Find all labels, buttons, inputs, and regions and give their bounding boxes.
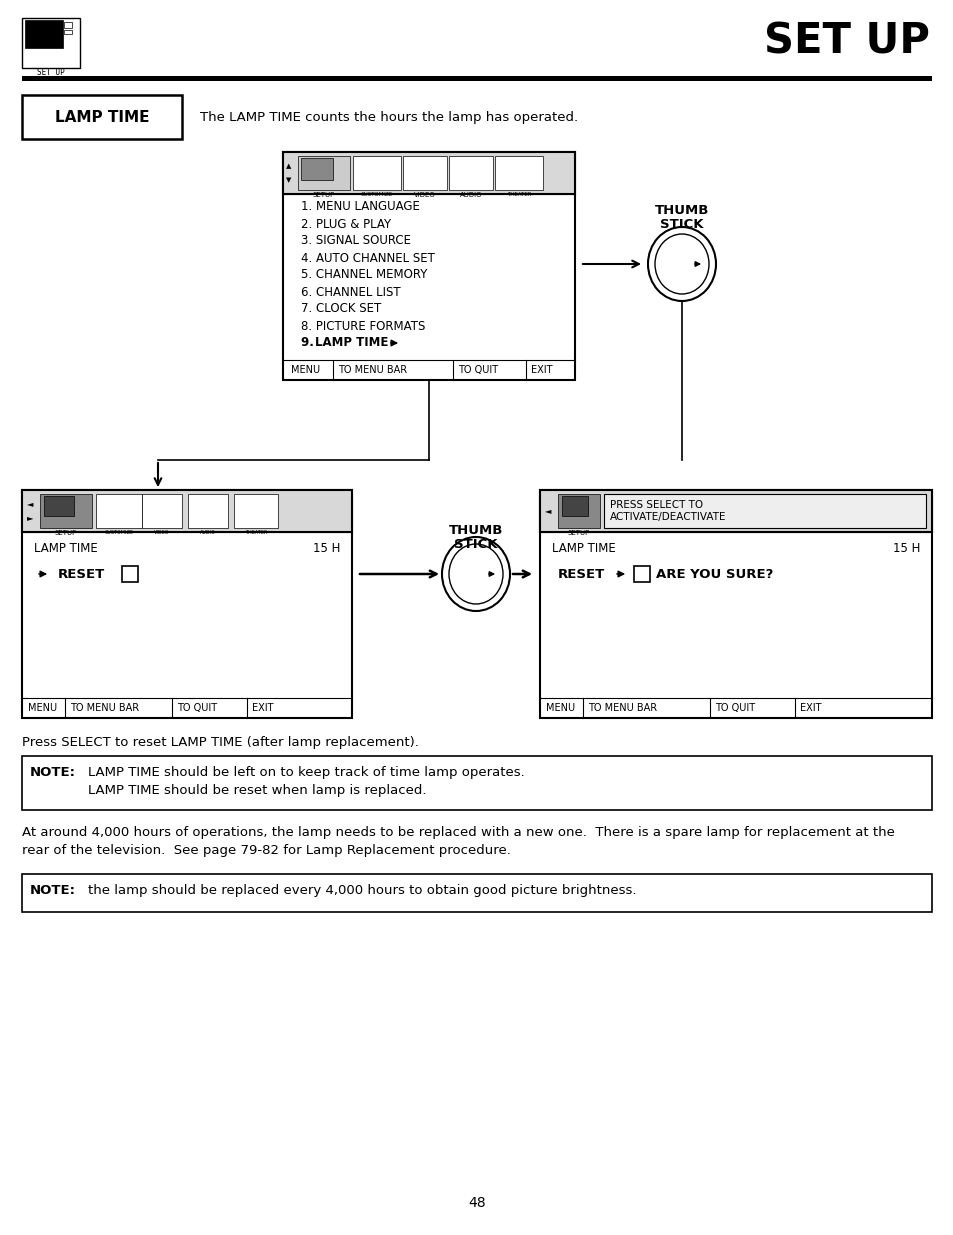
Text: EXIT: EXIT	[531, 366, 552, 375]
Text: SET UP: SET UP	[37, 68, 65, 77]
Bar	[22, 95, 182, 140]
Bar	[297, 156, 350, 190]
Bar	[283, 152, 575, 194]
Text: ▲: ▲	[286, 163, 292, 169]
Bar	[22, 490, 352, 532]
Bar	[64, 30, 71, 35]
Text: LAMP TIME should be reset when lamp is replaced.: LAMP TIME should be reset when lamp is r…	[88, 784, 426, 797]
Text: 4. AUTO CHANNEL SET: 4. AUTO CHANNEL SET	[301, 252, 435, 264]
Text: ◄: ◄	[27, 499, 33, 509]
Text: SETUP: SETUP	[313, 191, 335, 198]
Text: LAMP TIME: LAMP TIME	[54, 110, 149, 125]
Text: LAMP TIME: LAMP TIME	[314, 336, 388, 350]
Bar	[44, 496, 74, 516]
Text: LAMP TIME should be left on to keep track of time lamp operates.: LAMP TIME should be left on to keep trac…	[88, 766, 524, 779]
Bar	[96, 494, 142, 529]
Text: EXIT: EXIT	[800, 703, 821, 713]
Bar	[142, 494, 182, 529]
Bar	[561, 496, 587, 516]
Bar	[603, 494, 925, 529]
Text: 6. CHANNEL LIST: 6. CHANNEL LIST	[301, 285, 400, 299]
Text: Press SELECT to reset LAMP TIME (after lamp replacement).: Press SELECT to reset LAMP TIME (after l…	[22, 736, 418, 748]
Bar	[495, 156, 542, 190]
Text: TO QUIT: TO QUIT	[457, 366, 497, 375]
Bar	[558, 494, 599, 529]
Text: STICK: STICK	[659, 219, 703, 231]
Text: NOTE:: NOTE:	[30, 884, 76, 897]
Text: NOTE:: NOTE:	[30, 766, 76, 779]
Text: MENU: MENU	[291, 366, 320, 375]
Text: TO QUIT: TO QUIT	[714, 703, 755, 713]
Text: THEATER: THEATER	[245, 530, 267, 535]
Text: MENU: MENU	[545, 703, 575, 713]
Text: THUMB: THUMB	[448, 524, 502, 537]
Text: ►: ►	[27, 514, 33, 522]
Text: 5. CHANNEL MEMORY: 5. CHANNEL MEMORY	[301, 268, 427, 282]
Bar	[22, 874, 931, 911]
Bar	[64, 22, 71, 28]
Text: TO MENU BAR: TO MENU BAR	[337, 366, 407, 375]
Bar	[22, 756, 931, 810]
Text: The LAMP TIME counts the hours the lamp has operated.: The LAMP TIME counts the hours the lamp …	[200, 110, 578, 124]
Bar	[539, 490, 931, 532]
Bar	[22, 19, 80, 68]
Text: SET UP: SET UP	[763, 20, 929, 62]
Bar	[25, 20, 63, 48]
Text: THEATER: THEATER	[506, 191, 531, 198]
Bar	[40, 494, 91, 529]
Text: CUSTOMIZE: CUSTOMIZE	[360, 191, 393, 198]
Text: TO MENU BAR: TO MENU BAR	[70, 703, 139, 713]
Bar	[122, 566, 138, 582]
Text: 2. PLUG & PLAY: 2. PLUG & PLAY	[301, 217, 391, 231]
Text: AUDIO: AUDIO	[200, 530, 215, 535]
Text: TO QUIT: TO QUIT	[177, 703, 217, 713]
Bar	[283, 152, 575, 194]
Bar	[402, 156, 447, 190]
Bar	[353, 156, 400, 190]
Bar	[634, 566, 649, 582]
Bar	[539, 490, 931, 532]
Text: ARE YOU SURE?: ARE YOU SURE?	[656, 568, 773, 580]
Text: SETUP: SETUP	[55, 530, 77, 536]
Text: MENU: MENU	[28, 703, 57, 713]
Text: RESET: RESET	[558, 568, 604, 580]
Text: ▼: ▼	[286, 177, 292, 183]
Bar	[233, 494, 277, 529]
Text: TO MENU BAR: TO MENU BAR	[587, 703, 657, 713]
Text: 15 H: 15 H	[313, 541, 339, 555]
Text: AUDIO: AUDIO	[459, 191, 482, 198]
Bar	[188, 494, 228, 529]
Text: PRESS SELECT TO
ACTIVATE/DEACTIVATE: PRESS SELECT TO ACTIVATE/DEACTIVATE	[609, 500, 726, 521]
Bar	[449, 156, 493, 190]
Bar	[22, 77, 931, 82]
Text: VIDEO: VIDEO	[414, 191, 436, 198]
Bar	[301, 158, 333, 180]
Text: 7. CLOCK SET: 7. CLOCK SET	[301, 303, 381, 315]
Text: CUSTOMIZE: CUSTOMIZE	[105, 530, 133, 535]
Text: LAMP TIME: LAMP TIME	[552, 541, 615, 555]
Text: EXIT: EXIT	[252, 703, 274, 713]
Text: 3. SIGNAL SOURCE: 3. SIGNAL SOURCE	[301, 235, 411, 247]
Text: SETUP: SETUP	[567, 530, 590, 536]
Text: 9.: 9.	[301, 336, 317, 350]
Text: RESET: RESET	[58, 568, 105, 580]
Text: 15 H: 15 H	[892, 541, 919, 555]
Text: rear of the television.  See page 79-82 for Lamp Replacement procedure.: rear of the television. See page 79-82 f…	[22, 844, 511, 857]
Bar	[283, 152, 575, 380]
Text: At around 4,000 hours of operations, the lamp needs to be replaced with a new on: At around 4,000 hours of operations, the…	[22, 826, 894, 839]
Bar	[22, 490, 352, 718]
Bar	[22, 490, 352, 532]
Text: the lamp should be replaced every 4,000 hours to obtain good picture brightness.: the lamp should be replaced every 4,000 …	[88, 884, 636, 897]
Bar	[539, 490, 931, 718]
Text: 48: 48	[468, 1195, 485, 1210]
Text: 1. MENU LANGUAGE: 1. MENU LANGUAGE	[301, 200, 419, 214]
Text: STICK: STICK	[454, 538, 497, 551]
Text: VIDEO: VIDEO	[154, 530, 170, 535]
Text: ◄: ◄	[544, 506, 551, 515]
Text: 8. PICTURE FORMATS: 8. PICTURE FORMATS	[301, 320, 425, 332]
Text: LAMP TIME: LAMP TIME	[34, 541, 97, 555]
Text: THUMB: THUMB	[654, 204, 708, 217]
